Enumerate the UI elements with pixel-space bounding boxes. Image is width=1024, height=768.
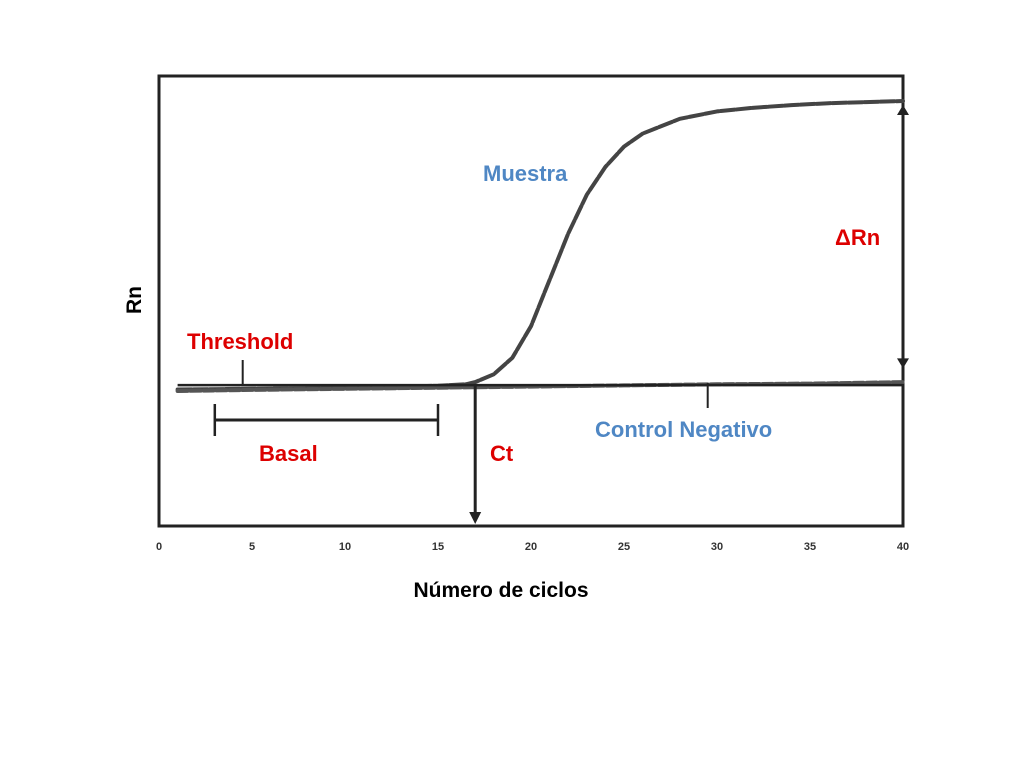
data-point (678, 117, 682, 121)
x-axis-title: Número de ciclos (413, 579, 588, 602)
data-point (510, 356, 514, 360)
x-tick-label: 15 (432, 541, 444, 553)
data-point (176, 389, 180, 393)
muestra-label: Muestra (483, 161, 568, 186)
annotation-layer (177, 105, 909, 524)
delta-rn-label: ΔRn (835, 225, 880, 250)
delta-rn-arrow-top (897, 105, 909, 115)
x-tick-label: 25 (618, 541, 630, 553)
data-point (603, 165, 607, 169)
x-tick-label: 20 (525, 541, 537, 553)
delta-rn-arrow-bottom (897, 358, 909, 369)
y-axis-title: Rn (123, 286, 146, 314)
basal-label: Basal (259, 441, 318, 466)
data-point (901, 380, 905, 384)
data-point (566, 232, 570, 236)
data-point (622, 145, 626, 149)
data-point (641, 132, 645, 136)
x-tick-label: 0 (156, 541, 162, 553)
data-point (492, 372, 496, 376)
threshold-label: Threshold (187, 329, 293, 354)
data-point (752, 106, 756, 110)
data-point (436, 386, 440, 390)
ct-arrow-head (469, 512, 482, 524)
x-tick-label: 35 (804, 541, 816, 553)
x-tick-label: 10 (339, 541, 351, 553)
x-tick-labels: 0 5 10 15 20 25 30 35 40 (156, 541, 909, 553)
data-point (901, 99, 905, 103)
ct-label: Ct (490, 441, 514, 466)
control-negativo-label: Control Negativo (595, 417, 772, 442)
data-point (548, 278, 552, 282)
data-point (789, 103, 793, 107)
data-point (343, 387, 347, 391)
x-tick-label: 40 (897, 541, 909, 553)
data-point (585, 193, 589, 197)
data-point (250, 388, 254, 392)
data-point (529, 324, 533, 328)
data-point (715, 109, 719, 113)
data-point (473, 380, 477, 384)
x-tick-label: 5 (249, 541, 255, 553)
data-point (864, 100, 868, 104)
x-tick-label: 30 (711, 541, 723, 553)
data-point (827, 101, 831, 105)
